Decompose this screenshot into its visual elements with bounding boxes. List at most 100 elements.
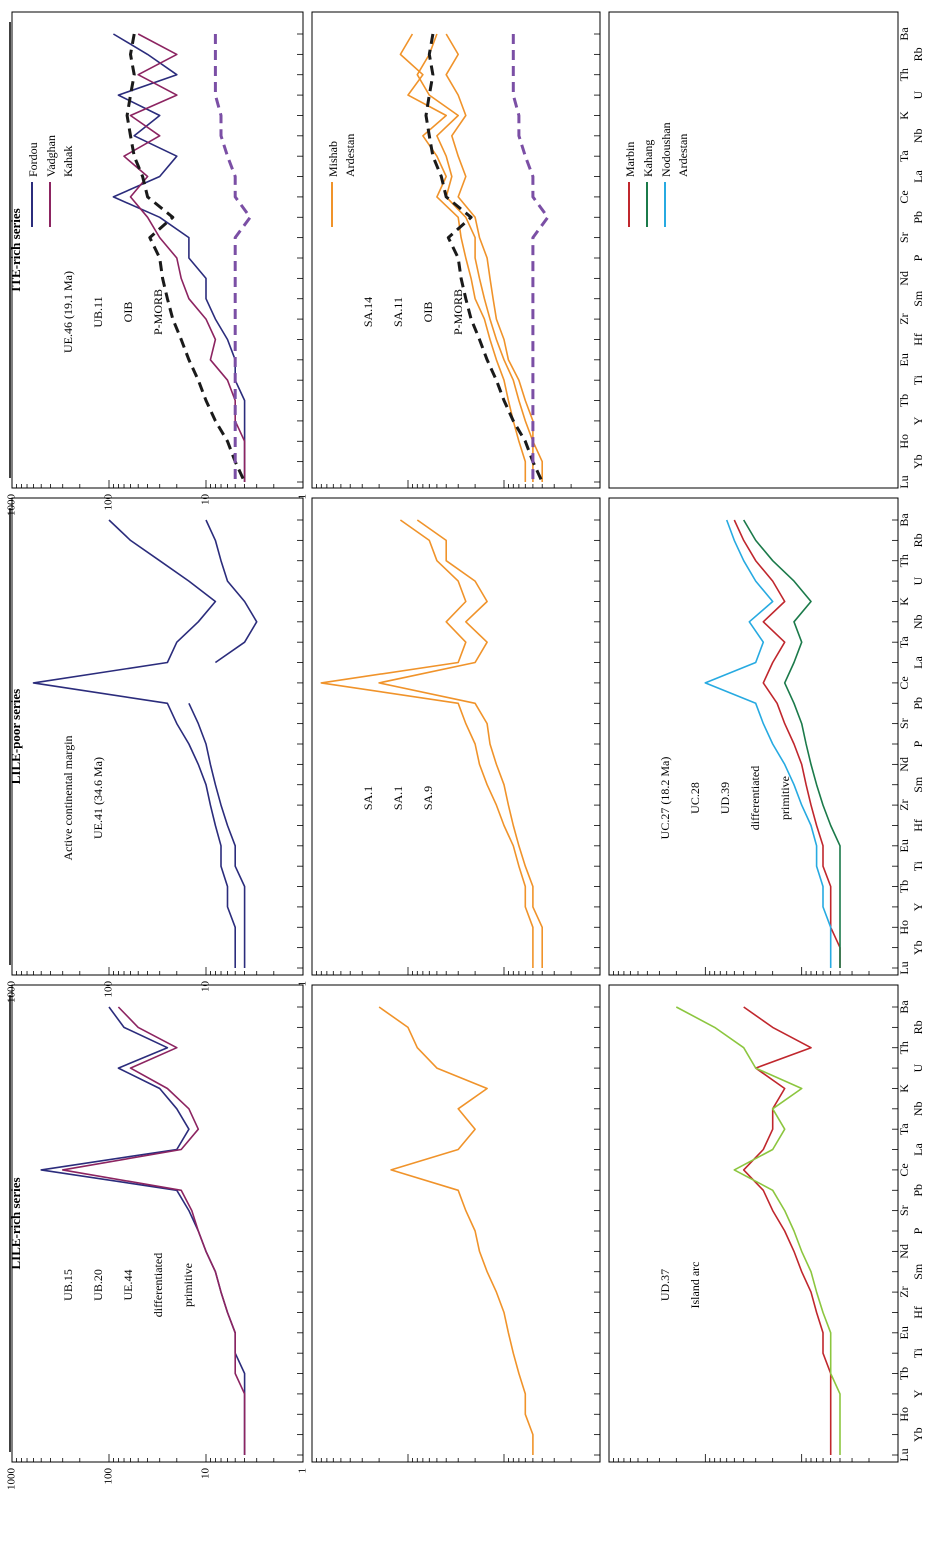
series-line-mishab: [399, 33, 527, 482]
element-label-top: K: [897, 111, 911, 120]
series-line-mishab: [378, 1006, 534, 1455]
annotation: P-MORB: [451, 289, 465, 335]
legend-group: Ardestan: [676, 134, 690, 177]
element-label-top: K: [897, 597, 911, 606]
element-label-top: Ce: [897, 190, 911, 203]
element-label-top: Sr: [897, 1205, 911, 1216]
element-label-top: Tb: [897, 880, 911, 893]
y-tick-label: 100: [103, 494, 115, 511]
element-label-bottom: U: [911, 1063, 925, 1072]
element-label-bottom: U: [911, 576, 925, 585]
legend-label: Nodoushan: [659, 122, 673, 177]
element-label-bottom: Ti: [911, 860, 925, 871]
axes: 1000 100 10 1 1000 100 10 1 1000 100 10 1 ITE-rich s…: [6, 22, 925, 1490]
element-label-bottom: Rb: [911, 47, 925, 61]
series-title: LILE-poor series: [8, 689, 23, 784]
legend-label: Mishab: [326, 141, 340, 177]
element-label-bottom: Ti: [911, 374, 925, 385]
element-label-bottom: Nb: [911, 1101, 925, 1116]
element-label-bottom: P: [911, 254, 925, 261]
annotation: OIB: [421, 302, 435, 323]
element-label-bottom: Pb: [911, 697, 925, 710]
element-label-bottom: Hf: [911, 1306, 925, 1319]
legend-label: Fordou: [26, 142, 40, 177]
annotation: SA.9: [421, 786, 435, 810]
element-label-bottom: U: [911, 90, 925, 99]
annotation: differentiated: [151, 1253, 165, 1317]
element-label-bottom: Ti: [911, 1347, 925, 1358]
annotation: SA.11: [391, 297, 405, 327]
element-label-top: Ce: [897, 676, 911, 689]
element-label-top: Sr: [897, 232, 911, 243]
annotation: UB.11: [91, 296, 105, 327]
element-label-top: Ce: [897, 1163, 911, 1176]
annotation: primitive: [181, 1263, 195, 1307]
annotation: UB.15: [61, 1269, 75, 1301]
series-line-nodoushan: [675, 1006, 841, 1455]
panel-frame: [311, 984, 601, 1463]
annotations: Fordou Vadghan Kahak Mishab Ardestan Marbin Ka…: [26, 122, 792, 1317]
annotation: UD.39: [718, 782, 732, 814]
element-label-top: Eu: [897, 1326, 911, 1339]
series-line-nodoushan: [704, 519, 832, 968]
element-label-top: Ba: [897, 513, 911, 527]
element-label-bottom: Rb: [911, 533, 925, 547]
element-label-top: Nd: [897, 757, 911, 772]
element-label-bottom: Pb: [911, 1184, 925, 1197]
series-line-mishab: [320, 519, 534, 968]
panel-frames: [11, 11, 899, 1463]
y-tick-label: 1000: [6, 494, 18, 517]
element-label-top: Ba: [897, 27, 911, 41]
element-label-bottom: Rb: [911, 1020, 925, 1034]
element-label-top: Eu: [897, 839, 911, 852]
element-label-bottom: Nb: [911, 614, 925, 629]
y-tick-label: 10: [200, 981, 212, 993]
series-line-mishab: [378, 519, 543, 968]
y-tick-label: 1: [297, 981, 309, 987]
element-label-bottom: Sm: [911, 776, 925, 793]
element-label-top: Zr: [897, 313, 911, 324]
element-label-top: Th: [897, 68, 911, 81]
y-tick-label: 10: [200, 494, 212, 506]
y-tick-label: 1000: [6, 1468, 18, 1491]
panel-frame: [11, 11, 304, 489]
element-label-top: Tb: [897, 1367, 911, 1380]
element-label-top: Zr: [897, 1286, 911, 1297]
annotation: UE.44: [121, 1270, 135, 1301]
y-tick-label: 100: [103, 1468, 115, 1485]
element-label-top: Ho: [897, 1407, 911, 1422]
annotation: Island arc: [688, 1262, 702, 1309]
annotation: UD.37: [658, 1269, 672, 1301]
panel-frame: [311, 11, 601, 489]
element-label-bottom: P: [911, 1227, 925, 1234]
element-label-top: Nd: [897, 271, 911, 286]
element-label-bottom: P: [911, 740, 925, 747]
legend-group: Kahak: [61, 146, 75, 177]
annotation: UB.20: [91, 1269, 105, 1301]
annotation: SA.14: [361, 297, 375, 327]
series-line-fordou: [188, 519, 258, 968]
element-label-bottom: La: [911, 170, 925, 183]
series-line-fordou: [112, 33, 246, 482]
series-line-p-morb: [213, 34, 252, 482]
element-label-bottom: Pb: [911, 211, 925, 224]
element-label-top: Th: [897, 1041, 911, 1054]
element-label-top: Ta: [897, 636, 911, 648]
element-label-bottom: Nb: [911, 128, 925, 143]
element-label-bottom: La: [911, 1143, 925, 1156]
series-line-fordou: [32, 519, 236, 968]
y-tick-label: 1000: [6, 981, 18, 1004]
series-line-vadghan: [61, 1006, 246, 1455]
y-tick-label: 100: [103, 981, 115, 998]
element-label-top: Tb: [897, 394, 911, 407]
legend-group: Ardestan: [343, 134, 357, 177]
legend-label: Kahang: [641, 140, 655, 177]
panel-frame: [608, 984, 899, 1463]
series-line-marbin: [742, 1006, 832, 1455]
element-label-bottom: Hf: [911, 819, 925, 832]
series-title: LILE-rich series: [8, 1177, 23, 1269]
element-label-top: Lu: [897, 1448, 911, 1461]
panel-frame: [608, 11, 899, 489]
y-tick-label: 10: [200, 1468, 212, 1480]
series-line-vadghan: [123, 33, 246, 482]
